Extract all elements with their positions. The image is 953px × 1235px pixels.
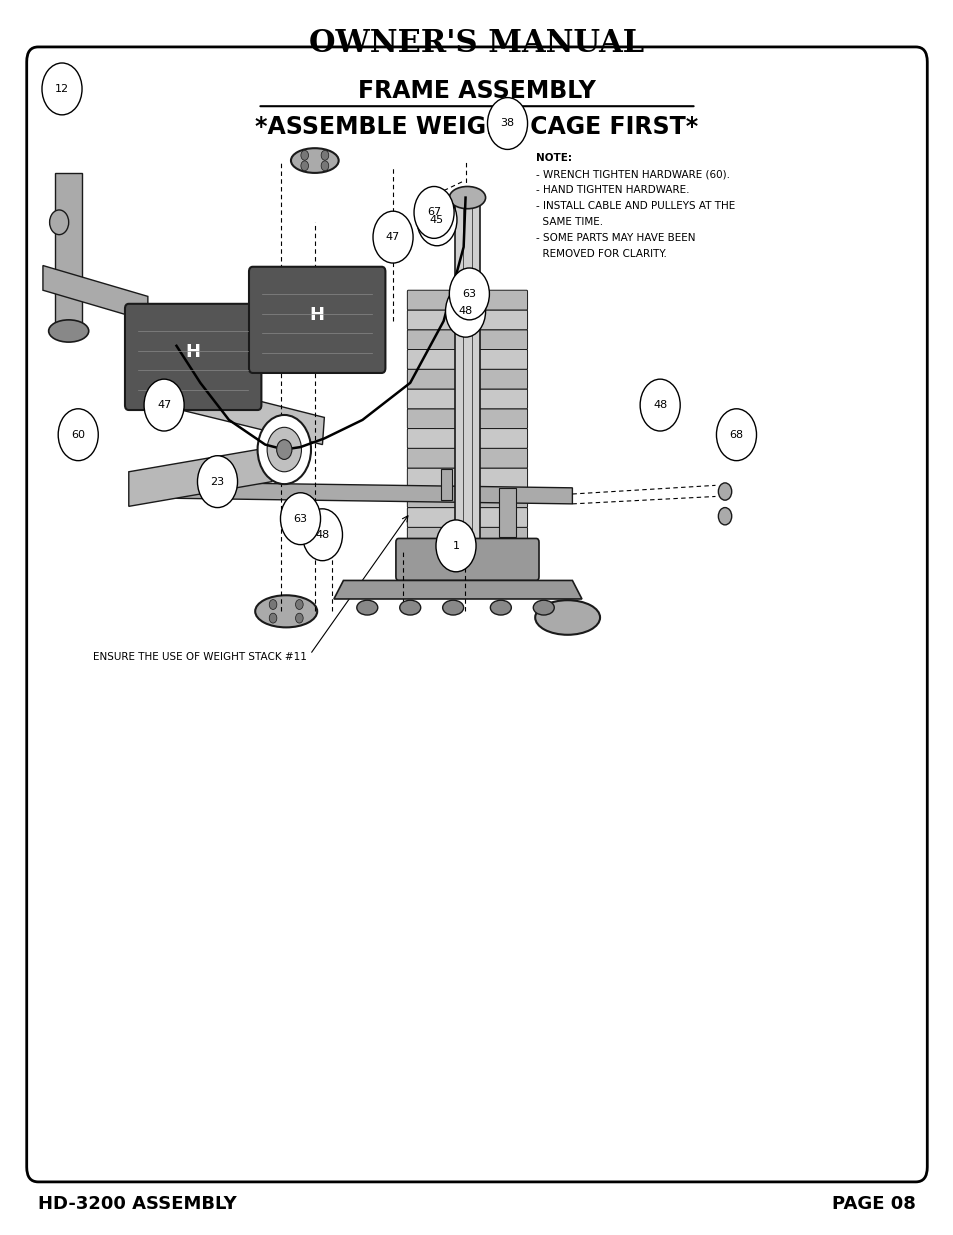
Circle shape [416,194,456,246]
Text: PAGE 08: PAGE 08 [831,1195,915,1213]
FancyBboxPatch shape [407,409,527,429]
Circle shape [373,211,413,263]
Circle shape [718,508,731,525]
Circle shape [144,379,184,431]
FancyBboxPatch shape [407,350,527,369]
Text: FRAME ASSEMBLY: FRAME ASSEMBLY [357,79,596,104]
FancyBboxPatch shape [407,508,527,527]
Circle shape [716,409,756,461]
Circle shape [414,186,454,238]
Text: H: H [186,343,200,361]
Circle shape [300,151,308,161]
Text: - INSTALL CABLE AND PULLEYS AT THE: - INSTALL CABLE AND PULLEYS AT THE [536,201,735,211]
FancyBboxPatch shape [407,330,527,350]
FancyBboxPatch shape [27,47,926,1182]
Text: 12: 12 [55,84,69,94]
Text: 38: 38 [500,119,514,128]
Bar [55,173,82,327]
Circle shape [295,614,303,624]
Text: 23: 23 [211,477,224,487]
Polygon shape [43,266,148,321]
FancyBboxPatch shape [249,267,385,373]
Text: 45: 45 [430,215,443,225]
FancyBboxPatch shape [407,369,527,389]
Text: 47: 47 [157,400,171,410]
Text: - HAND TIGHTEN HARDWARE.: - HAND TIGHTEN HARDWARE. [536,185,689,195]
Circle shape [436,520,476,572]
FancyBboxPatch shape [407,448,527,468]
Bar [498,488,516,537]
Circle shape [300,161,308,170]
Circle shape [487,98,527,149]
Text: - SOME PARTS MAY HAVE BEEN: - SOME PARTS MAY HAVE BEEN [536,233,695,243]
Bar [440,469,452,500]
Ellipse shape [533,600,554,615]
Text: 63: 63 [462,289,476,299]
Ellipse shape [291,148,338,173]
Text: 1: 1 [452,541,459,551]
Circle shape [58,409,98,461]
Text: H: H [310,306,324,324]
Text: 60: 60 [71,430,85,440]
FancyBboxPatch shape [125,304,261,410]
Polygon shape [334,580,581,599]
Text: 63: 63 [294,514,307,524]
Circle shape [42,63,82,115]
Ellipse shape [49,320,89,342]
Ellipse shape [449,186,485,209]
Polygon shape [133,482,572,504]
FancyBboxPatch shape [395,538,538,580]
Circle shape [50,210,69,235]
Circle shape [267,427,301,472]
FancyBboxPatch shape [407,389,527,409]
Circle shape [718,483,731,500]
Circle shape [639,379,679,431]
Bar [455,198,479,550]
Ellipse shape [442,600,463,615]
FancyBboxPatch shape [407,468,527,488]
FancyBboxPatch shape [407,310,527,330]
Ellipse shape [356,600,377,615]
Text: NOTE:: NOTE: [536,153,572,163]
Text: *ASSEMBLE WEIGHT CAGE FIRST*: *ASSEMBLE WEIGHT CAGE FIRST* [255,115,698,140]
Circle shape [280,493,320,545]
Circle shape [321,151,329,161]
Ellipse shape [490,600,511,615]
Text: ENSURE THE USE OF WEIGHT STACK #11: ENSURE THE USE OF WEIGHT STACK #11 [93,652,307,662]
Text: 48: 48 [315,530,329,540]
Circle shape [445,285,485,337]
Circle shape [276,440,292,459]
Text: 47: 47 [386,232,399,242]
Circle shape [295,599,303,609]
FancyBboxPatch shape [407,527,527,547]
Ellipse shape [399,600,420,615]
Text: REMOVED FOR CLARITY.: REMOVED FOR CLARITY. [536,249,666,259]
Circle shape [269,614,276,624]
FancyBboxPatch shape [407,488,527,508]
Polygon shape [146,373,324,445]
Circle shape [321,161,329,170]
Text: 67: 67 [427,207,440,217]
Text: SAME TIME.: SAME TIME. [536,217,602,227]
Circle shape [449,268,489,320]
FancyBboxPatch shape [407,290,527,310]
Circle shape [269,599,276,609]
Circle shape [302,509,342,561]
Ellipse shape [535,600,599,635]
Text: 48: 48 [653,400,666,410]
Circle shape [197,456,237,508]
Text: OWNER'S MANUAL: OWNER'S MANUAL [309,27,644,59]
Text: 68: 68 [729,430,742,440]
Text: 48: 48 [458,306,472,316]
Ellipse shape [254,595,316,627]
FancyBboxPatch shape [407,429,527,448]
Text: - WRENCH TIGHTEN HARDWARE (60).: - WRENCH TIGHTEN HARDWARE (60). [536,169,729,179]
Circle shape [257,415,311,484]
Polygon shape [129,447,272,506]
Text: HD-3200 ASSEMBLY: HD-3200 ASSEMBLY [38,1195,236,1213]
